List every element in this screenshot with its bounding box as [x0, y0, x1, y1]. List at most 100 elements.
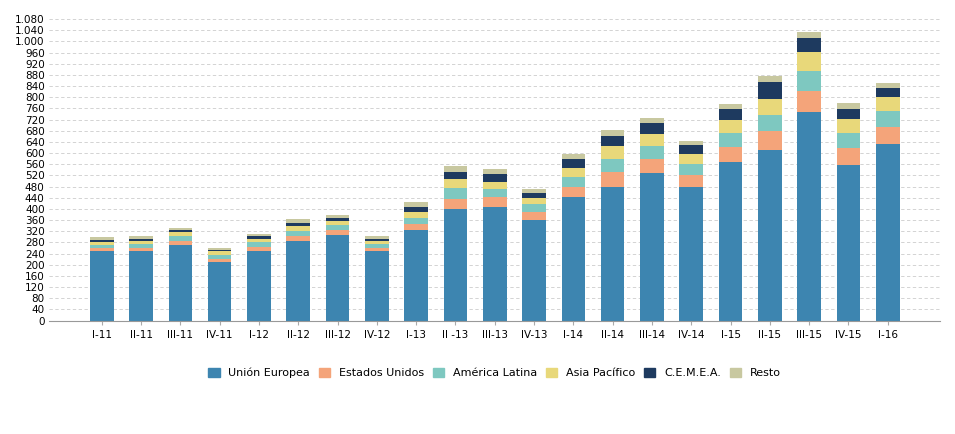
Bar — [444, 210, 467, 321]
Bar — [90, 251, 114, 321]
Bar — [876, 97, 900, 111]
Bar — [601, 136, 625, 146]
Bar — [444, 171, 467, 179]
Bar — [719, 104, 742, 109]
Bar — [208, 251, 231, 255]
Bar — [90, 242, 114, 245]
Bar — [404, 230, 428, 321]
Bar — [208, 259, 231, 262]
Bar — [247, 243, 270, 247]
Bar — [522, 193, 546, 198]
Bar — [679, 145, 703, 154]
Bar — [326, 215, 350, 218]
Bar — [129, 251, 153, 321]
Bar — [286, 226, 310, 231]
Bar — [719, 120, 742, 133]
Bar — [562, 154, 585, 159]
Bar — [797, 38, 821, 52]
Bar — [286, 219, 310, 223]
Bar — [326, 225, 350, 230]
Bar — [129, 236, 153, 239]
Bar — [90, 248, 114, 251]
Bar — [837, 119, 860, 133]
Bar — [601, 130, 625, 136]
Bar — [90, 240, 114, 242]
Bar — [247, 239, 270, 243]
Bar — [404, 207, 428, 212]
Bar — [247, 236, 270, 239]
Bar — [208, 262, 231, 321]
Bar — [208, 248, 231, 250]
Bar — [326, 230, 350, 235]
Bar — [483, 169, 506, 174]
Bar — [601, 159, 625, 172]
Bar — [562, 177, 585, 187]
Bar — [522, 204, 546, 212]
Bar — [562, 187, 585, 197]
Bar — [444, 179, 467, 188]
Bar — [601, 187, 625, 321]
Bar — [129, 241, 153, 244]
Bar — [876, 88, 900, 97]
Bar — [129, 244, 153, 248]
Bar — [837, 108, 860, 119]
Bar — [679, 141, 703, 145]
Bar — [169, 241, 192, 245]
Bar — [169, 228, 192, 230]
Bar — [365, 244, 389, 248]
Legend: Unión Europea, Estados Unidos, América Latina, Asia Pacífico, C.E.M.E.A., Resto: Unión Europea, Estados Unidos, América L… — [205, 364, 784, 381]
Bar — [208, 255, 231, 259]
Bar — [640, 134, 664, 146]
Bar — [758, 99, 781, 115]
Bar — [876, 127, 900, 144]
Bar — [129, 239, 153, 241]
Bar — [483, 181, 506, 188]
Bar — [326, 218, 350, 220]
Bar — [483, 174, 506, 181]
Bar — [758, 115, 781, 131]
Bar — [876, 83, 900, 88]
Bar — [326, 220, 350, 225]
Bar — [483, 188, 506, 197]
Bar — [444, 199, 467, 210]
Bar — [679, 154, 703, 164]
Bar — [640, 159, 664, 173]
Bar — [286, 241, 310, 321]
Bar — [640, 118, 664, 123]
Bar — [797, 32, 821, 38]
Bar — [837, 148, 860, 165]
Bar — [876, 111, 900, 127]
Bar — [797, 112, 821, 321]
Bar — [719, 109, 742, 120]
Bar — [90, 245, 114, 248]
Bar — [286, 231, 310, 236]
Bar — [169, 232, 192, 236]
Bar — [679, 164, 703, 175]
Bar — [247, 251, 270, 321]
Bar — [286, 236, 310, 241]
Bar — [601, 146, 625, 159]
Bar — [444, 166, 467, 171]
Bar — [758, 131, 781, 150]
Bar — [365, 241, 389, 244]
Bar — [90, 237, 114, 240]
Bar — [365, 239, 389, 241]
Bar — [837, 133, 860, 148]
Bar — [365, 251, 389, 321]
Bar — [562, 197, 585, 321]
Bar — [758, 76, 781, 82]
Bar — [758, 82, 781, 99]
Bar — [522, 212, 546, 220]
Bar — [562, 159, 585, 168]
Bar — [719, 162, 742, 321]
Bar — [483, 197, 506, 207]
Bar — [129, 248, 153, 251]
Bar — [169, 245, 192, 321]
Bar — [679, 175, 703, 187]
Bar — [679, 187, 703, 321]
Bar — [837, 103, 860, 108]
Bar — [640, 146, 664, 159]
Bar — [247, 247, 270, 251]
Bar — [876, 144, 900, 321]
Bar — [404, 217, 428, 224]
